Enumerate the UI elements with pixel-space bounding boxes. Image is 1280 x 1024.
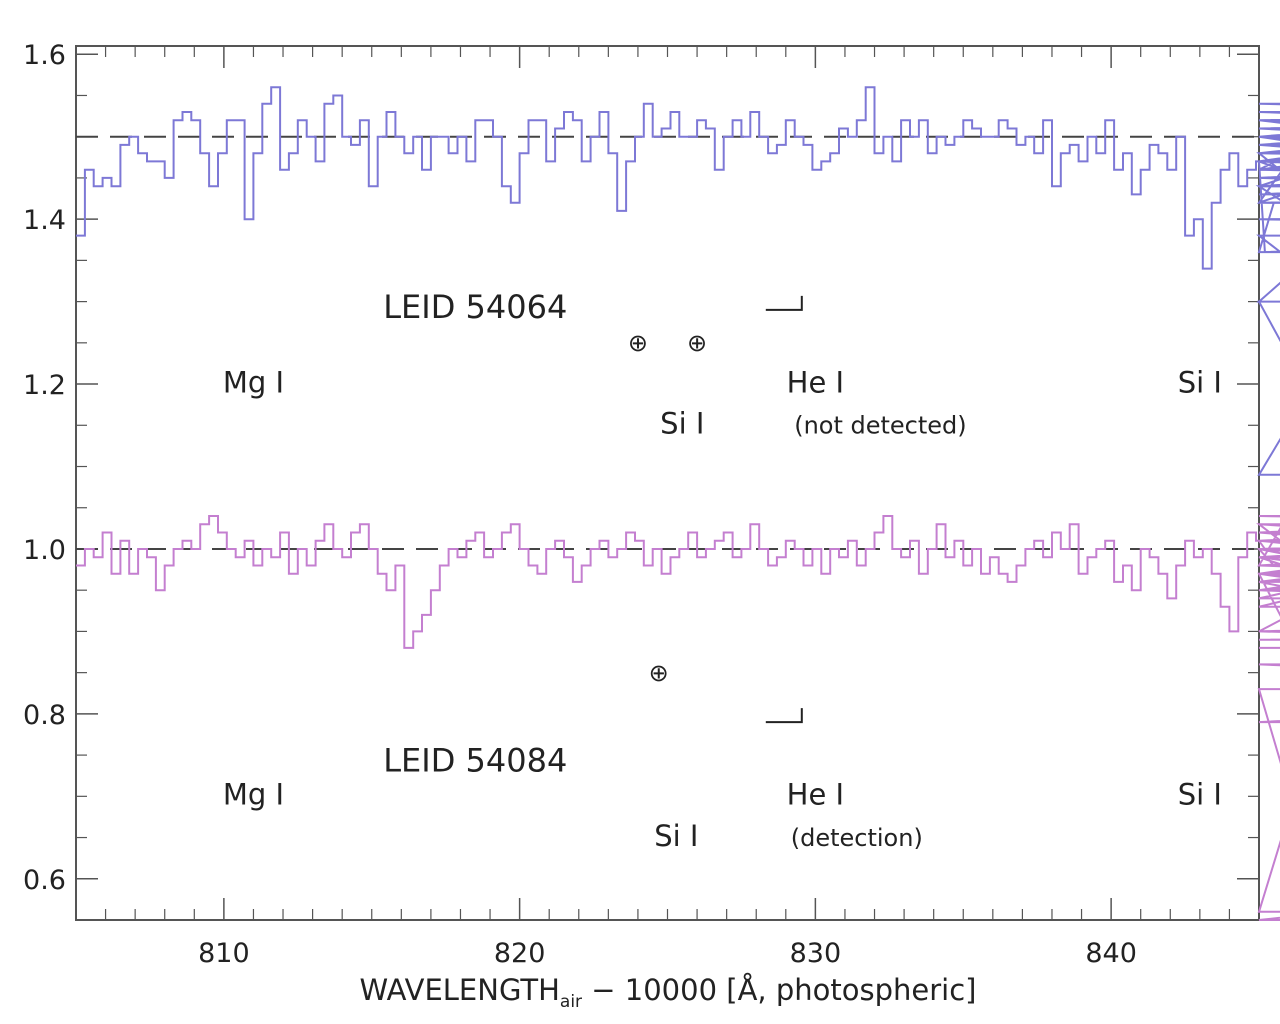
he-line-marker [765, 295, 803, 311]
telluric-marker: ⊕ [628, 329, 648, 357]
line-annotation: Mg I [223, 778, 284, 812]
y-tick-label: 0.8 [23, 700, 66, 731]
x-axis-title: WAVELENGTHair − 10000 [Å, photospheric] [360, 973, 977, 1012]
telluric-marker: ⊕ [649, 659, 669, 687]
he-line-marker [765, 708, 803, 724]
telluric-marker: ⊕ [687, 329, 707, 357]
line-annotation: LEID 54064 [383, 288, 567, 326]
line-annotation: LEID 54084 [383, 742, 567, 780]
x-tick-label: 840 [1085, 938, 1137, 969]
line-annotation: He I [787, 778, 844, 812]
x-tick-label: 820 [494, 938, 546, 969]
x-tick-label: 810 [198, 938, 250, 969]
x-tick-label: 830 [790, 938, 842, 969]
y-tick-label: 1.4 [23, 205, 66, 236]
line-annotation: Si I [1178, 778, 1222, 812]
line-annotation: He I [787, 365, 844, 399]
line-annotation: (detection) [791, 824, 923, 852]
y-tick-label: 0.6 [23, 865, 66, 896]
line-annotation: Si I [660, 407, 704, 441]
y-tick-label: 1.6 [23, 40, 66, 71]
line-annotation: Si I [1178, 365, 1222, 399]
y-tick-label: 1.2 [23, 370, 66, 401]
line-annotation: Si I [654, 819, 698, 853]
line-annotation: Mg I [223, 365, 284, 399]
y-tick-label: 1.0 [23, 535, 66, 566]
spectrum-line-1 [76, 86, 1280, 476]
spectrum-line-2 [76, 515, 1280, 921]
line-annotation: (not detected) [794, 412, 966, 440]
